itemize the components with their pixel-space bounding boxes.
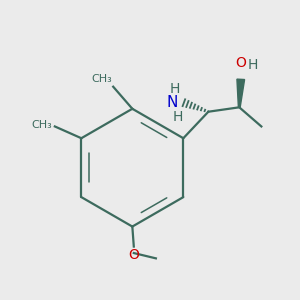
Text: O: O: [235, 56, 246, 70]
Text: H: H: [247, 58, 258, 72]
Polygon shape: [237, 79, 244, 107]
Text: CH₃: CH₃: [32, 120, 52, 130]
Text: H: H: [172, 110, 183, 124]
Text: H: H: [169, 82, 180, 95]
Text: N: N: [166, 94, 177, 110]
Text: CH₃: CH₃: [91, 74, 112, 84]
Text: O: O: [128, 248, 139, 262]
